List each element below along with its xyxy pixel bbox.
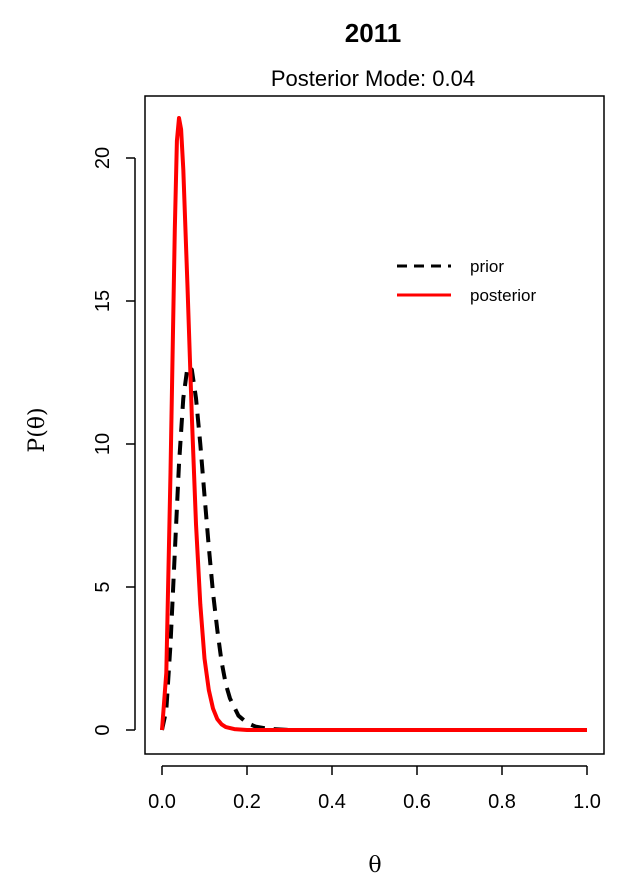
x-tick-label: 0.4 [318, 791, 346, 813]
y-axis-label: P(θ) [25, 407, 50, 452]
plot-frame [144, 95, 605, 755]
x-tick-label: 0.0 [148, 791, 176, 813]
legend-posterior-label: posterior [470, 286, 536, 305]
chart-subtitle: Posterior Mode: 0.04 [271, 66, 475, 91]
series-layer [160, 116, 587, 732]
chart-title: 2011 [345, 18, 401, 48]
x-tick-label: 0.8 [488, 791, 516, 813]
y-tick-label: 20 [92, 147, 114, 169]
series-line-prior [160, 364, 587, 732]
x-tick-label: 0.2 [233, 791, 261, 813]
x-axis-label: θ [368, 853, 381, 878]
y-axis: 0 5 10 15 20 [92, 147, 136, 736]
legend: prior posterior [397, 257, 536, 305]
y-tick-label: 5 [92, 581, 114, 592]
y-tick-label: 15 [92, 290, 114, 312]
y-tick-label: 0 [92, 724, 114, 735]
series-line-posterior [160, 116, 587, 732]
x-axis: 0.0 0.2 0.4 0.6 0.8 1.0 [148, 765, 601, 813]
y-tick-label: 10 [92, 433, 114, 455]
x-tick-label: 0.6 [403, 791, 431, 813]
legend-prior-label: prior [470, 257, 504, 276]
x-tick-label: 1.0 [573, 791, 601, 813]
